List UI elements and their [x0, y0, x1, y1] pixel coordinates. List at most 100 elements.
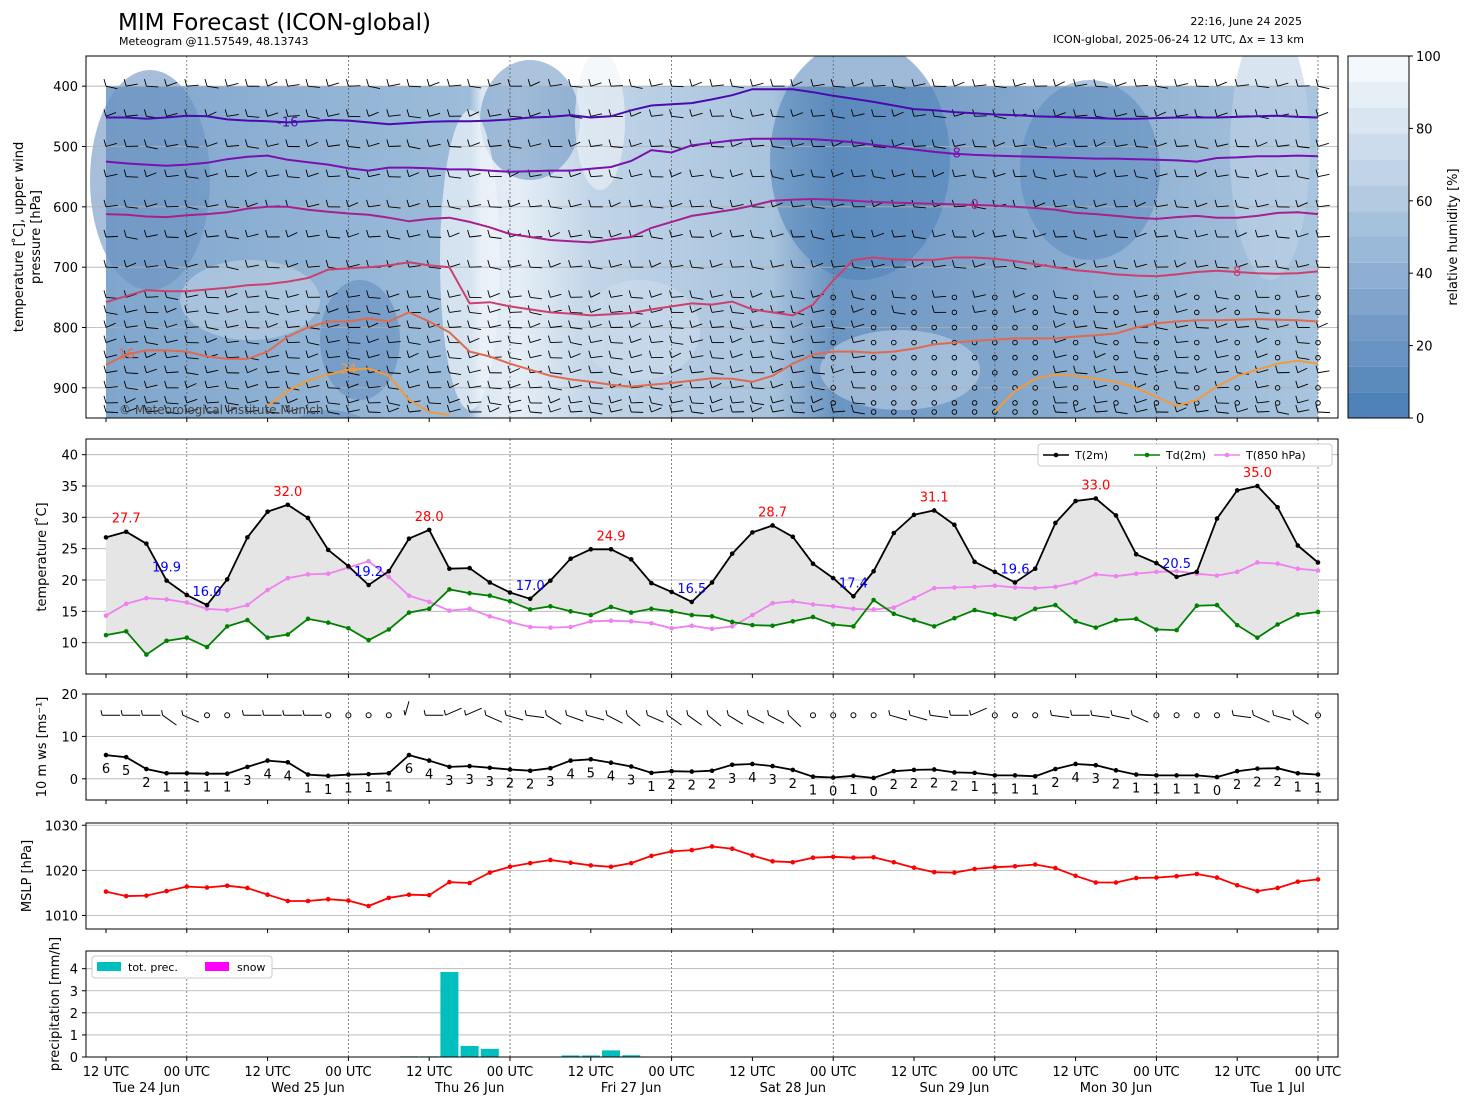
wind-barb-flag: [648, 335, 652, 343]
wind-ylabel: 10 m ws [ms⁻¹]: [35, 697, 50, 798]
wind-barb-flag: [709, 79, 713, 87]
calm-marker: [1274, 294, 1281, 301]
data-point: [487, 593, 493, 598]
wind-barb-shaft: [772, 176, 784, 180]
data-point: [689, 599, 695, 605]
data-point: [1295, 543, 1301, 548]
wind-barb-shaft: [1216, 323, 1228, 328]
day-label: Sun 29 Jun: [919, 1081, 989, 1096]
wind-barb-shaft: [469, 353, 481, 359]
wind-barb-flag: [184, 260, 188, 268]
wind-barb-shaft: [792, 296, 805, 300]
wind-barb-flag: [669, 350, 673, 358]
wind-barb-shaft: [328, 324, 340, 328]
wind-barb-shaft: [752, 206, 765, 208]
wind-barb-shaft: [691, 266, 704, 269]
data-point: [103, 632, 109, 638]
wind-barb-flag: [423, 710, 426, 716]
wind-barb-flag: [648, 404, 652, 413]
wind-barb-flag: [628, 305, 632, 313]
data-point: [1133, 875, 1139, 881]
wind-barb-shaft: [105, 142, 117, 147]
wind-barb-flag: [871, 169, 875, 177]
wind-barb-flag: [790, 169, 794, 177]
wind-barb-shaft: [1297, 295, 1310, 298]
x-tick-label: 12 UTC: [1052, 1065, 1098, 1080]
calm-marker: [1012, 370, 1018, 376]
wind-barb-shaft: [489, 113, 502, 117]
wind-barb-flag: [767, 710, 770, 716]
wind-barb-shaft: [408, 146, 421, 150]
wind-barb-flag: [588, 305, 592, 313]
wind-barb-shaft: [469, 235, 482, 238]
wind-barb-flag: [103, 109, 107, 117]
wind-barb-flag: [204, 335, 208, 343]
wind-barb-shaft: [994, 172, 1006, 178]
wind-barb-shaft: [469, 369, 481, 374]
wind-barb-shaft: [287, 293, 299, 298]
wind-barb-shaft: [429, 81, 440, 87]
wind-barb-shaft: [429, 371, 442, 374]
wind-barb-flag: [1174, 290, 1178, 298]
wind-barb-flag: [446, 320, 450, 328]
data-point: [426, 758, 432, 763]
data-point: [1255, 483, 1260, 489]
wind-barb-shaft: [105, 85, 118, 90]
wind-barb-flag: [709, 305, 713, 313]
calm-marker: [830, 385, 836, 391]
wind-barb-flag: [204, 380, 208, 388]
calm-marker: [1153, 354, 1160, 361]
wind-barb-flag: [1214, 290, 1218, 298]
wind-barb-flag: [969, 710, 972, 716]
wind-value-label: 5: [587, 766, 595, 781]
wind-barb-shaft: [974, 84, 987, 87]
wind-barb-flag: [487, 380, 491, 388]
wind-barb-shaft: [550, 206, 563, 210]
calm-marker: [891, 370, 897, 376]
wind-barb-flag: [1133, 260, 1137, 268]
wind-barb-flag: [770, 350, 774, 358]
calm-marker: [870, 324, 877, 331]
wind-barb-flag: [749, 335, 753, 343]
wind-barb-shaft: [429, 205, 442, 208]
data-point: [911, 617, 917, 623]
wind-barb-flag: [204, 365, 208, 373]
wind-barb-shaft: [307, 172, 319, 178]
wind-barb-flag: [908, 710, 911, 716]
wind-barb-flag: [164, 365, 168, 373]
wind-barb-flag: [285, 199, 289, 207]
wind-barb-shaft: [404, 701, 410, 716]
wind-barb-flag: [547, 335, 551, 343]
data-point: [608, 760, 614, 765]
wind-barb-shaft: [812, 407, 824, 413]
wind-barb-flag: [1113, 199, 1117, 207]
precip-bar: [460, 1045, 479, 1057]
min-temp-label: 16.5: [677, 582, 706, 597]
wind-barb-flag: [446, 139, 450, 147]
data-point: [972, 607, 977, 613]
wind-barb-flag: [1093, 199, 1097, 207]
wind-barb-shaft: [469, 327, 482, 331]
wind-barb-shaft: [1095, 172, 1107, 178]
wind-barb-shaft: [590, 339, 603, 344]
wind-barb-flag: [1052, 109, 1056, 117]
calm-marker: [1113, 309, 1119, 316]
wind-barb-flag: [1234, 320, 1238, 328]
wind-barb-shaft: [590, 308, 602, 313]
data-point: [729, 619, 735, 625]
wind-barb-shaft: [772, 357, 785, 361]
model-info-label: ICON-global, 2025-06-24 12 UTC, Δx = 13 …: [1053, 33, 1304, 46]
wind-barb-flag: [749, 139, 753, 147]
data-point: [325, 620, 331, 625]
wind-barb-shaft: [206, 142, 218, 147]
wind-barb-shaft: [671, 172, 682, 178]
wind-barb-flag: [669, 260, 673, 268]
calm-marker: [1274, 339, 1281, 346]
wind-barb-flag: [1315, 139, 1319, 147]
wind-barb-flag: [585, 710, 588, 716]
wind-barb-shaft: [1075, 176, 1088, 178]
data-point: [891, 530, 897, 536]
wind-barb-shaft: [105, 311, 118, 315]
